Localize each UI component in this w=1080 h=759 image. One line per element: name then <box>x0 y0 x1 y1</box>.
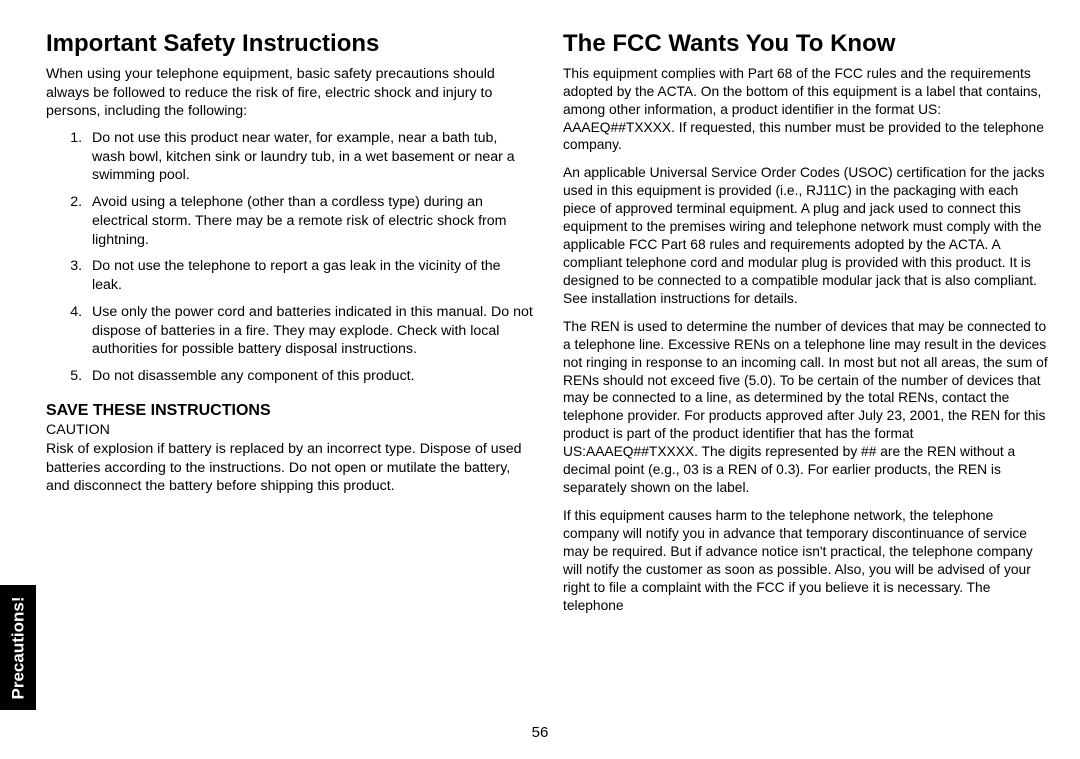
list-item: Do not use this product near water, for … <box>86 129 533 185</box>
fcc-paragraph: The REN is used to determine the number … <box>563 318 1050 497</box>
safety-list: Do not use this product near water, for … <box>46 129 533 386</box>
right-heading: The FCC Wants You To Know <box>563 30 1050 59</box>
save-instructions-heading: SAVE THESE INSTRUCTIONS <box>46 402 533 420</box>
side-tab-precautions: Precautions! <box>0 585 36 710</box>
left-column: Important Safety Instructions When using… <box>46 30 533 699</box>
content-columns: Important Safety Instructions When using… <box>46 30 1050 699</box>
list-item: Do not use the telephone to report a gas… <box>86 257 533 294</box>
list-item: Avoid using a telephone (other than a co… <box>86 193 533 249</box>
document-page: Precautions! Important Safety Instructio… <box>0 0 1080 759</box>
caution-label: CAUTION <box>46 422 533 438</box>
fcc-paragraph: This equipment complies with Part 68 of … <box>563 65 1050 155</box>
right-column: The FCC Wants You To Know This equipment… <box>563 30 1050 699</box>
list-item: Use only the power cord and batteries in… <box>86 303 533 359</box>
fcc-paragraph: If this equipment causes harm to the tel… <box>563 507 1050 615</box>
fcc-paragraph: An applicable Universal Service Order Co… <box>563 164 1050 307</box>
left-heading: Important Safety Instructions <box>46 30 533 59</box>
list-item: Do not disassemble any component of this… <box>86 367 533 386</box>
caution-body: Risk of explosion if battery is replaced… <box>46 440 533 496</box>
page-number: 56 <box>0 724 1080 741</box>
side-tab-label: Precautions! <box>8 596 28 699</box>
left-intro: When using your telephone equipment, bas… <box>46 65 533 121</box>
